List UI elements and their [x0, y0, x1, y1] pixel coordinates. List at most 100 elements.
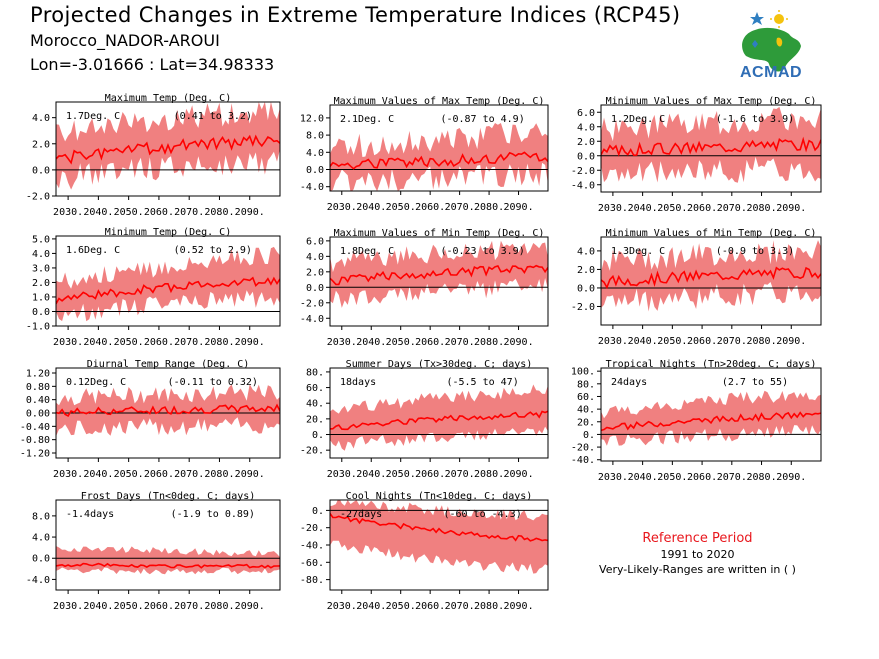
likely-range-band	[330, 500, 548, 574]
panel-title: Maximum Values of Min Temp (Deg. C)	[334, 228, 545, 239]
x-tick-label: 2060.	[687, 336, 717, 347]
likely-range: (2.7 to 55)	[722, 377, 788, 388]
change-value: 2.1Deg. C	[340, 114, 394, 125]
y-tick-label: 0.0	[577, 151, 595, 162]
y-tick-label: 3.0	[32, 263, 50, 274]
y-tick-label: 4.0	[577, 246, 595, 257]
y-tick-label: 2.0	[306, 267, 324, 278]
x-tick-label: 2060.	[144, 207, 174, 218]
x-tick-label: 2090.	[503, 601, 533, 612]
y-tick-label: 0.00	[26, 409, 50, 420]
y-tick-label: 20.	[577, 417, 595, 428]
x-tick-label: 2070.	[174, 207, 204, 218]
y-tick-label: 0.0	[32, 307, 50, 318]
y-tick-label: 2.0	[577, 265, 595, 276]
likely-range-band	[330, 123, 548, 191]
panel-title: Maximum Values of Max Temp (Deg. C)	[334, 96, 545, 107]
y-tick-label: 60.	[577, 392, 595, 403]
likely-range-band	[601, 390, 821, 446]
x-tick-label: 2030.	[53, 601, 83, 612]
panel-3: -4.0 -2.0 0.0 2.0 4.0 6.0 2030. 2040. 2050. 2060.…	[571, 96, 822, 214]
x-tick-label: 2090.	[776, 203, 806, 214]
change-value: -1.4days	[66, 509, 114, 520]
panel-title: Minimum Values of Max Temp (Deg. C)	[606, 96, 817, 107]
y-tick-label: 0.0	[306, 283, 324, 294]
median-line	[601, 136, 821, 157]
panel-5: -4.0 -2.0 0.0 2.0 4.0 6.0 2030. 2040. 2050. 2060.…	[300, 228, 549, 348]
x-tick-label: 2050.	[386, 601, 416, 612]
likely-range: (-0.9 to 3.3)	[716, 246, 794, 257]
africa-map-logo-icon	[742, 10, 801, 72]
x-tick-label: 2050.	[386, 202, 416, 213]
plot-frame	[55, 235, 281, 327]
y-tick-label: -4.0	[300, 314, 324, 325]
x-tick-label: 2060.	[415, 469, 445, 480]
y-tick-label: 20.	[306, 414, 324, 425]
median-line	[330, 410, 548, 431]
x-tick-label: 2070.	[717, 203, 747, 214]
x-tick-label: 2030.	[327, 337, 357, 348]
plot-frame	[55, 101, 281, 197]
x-tick-label: 2040.	[356, 469, 386, 480]
x-tick-label: 2030.	[327, 202, 357, 213]
y-tick-label: 4.0	[306, 252, 324, 263]
acmad-logo-text: ACMAD	[740, 64, 803, 81]
x-tick-label: 2080.	[746, 472, 776, 483]
median-line	[56, 276, 280, 305]
plot-frame	[600, 236, 822, 326]
x-tick-label: 2050.	[657, 203, 687, 214]
change-value: 18days	[340, 377, 376, 388]
plot-frame	[329, 104, 549, 192]
x-tick-label: 2080.	[204, 469, 234, 480]
x-tick-label: 2040.	[628, 336, 658, 347]
x-tick-label: 2060.	[144, 469, 174, 480]
y-tick-label: 0.0	[577, 283, 595, 294]
panel-8: -20.0.20.40.60.80.2030. 2040. 2050. 2060. 20…	[300, 359, 549, 480]
y-tick-label: 4.0	[306, 148, 324, 159]
likely-range-band	[601, 240, 821, 312]
y-tick-label: -60.	[300, 558, 324, 569]
median-line	[330, 151, 548, 170]
likely-range: (-0.87 to 4.9)	[440, 114, 524, 125]
panel-title: Summer Days (Tx>30deg. C; days)	[346, 359, 533, 370]
x-tick-label: 2060.	[144, 337, 174, 348]
x-tick-label: 2060.	[687, 472, 717, 483]
y-tick-label: -4.0	[26, 575, 50, 586]
x-tick-label: 2040.	[83, 469, 113, 480]
change-value: 1.2Deg. C	[611, 114, 665, 125]
likely-range: (-0.23 to 3.9)	[440, 246, 524, 257]
x-tick-label: 2060.	[415, 601, 445, 612]
change-value: 1.6Deg. C	[66, 245, 120, 256]
x-tick-label: 2040.	[356, 337, 386, 348]
y-tick-label: 0.	[312, 430, 324, 441]
y-tick-label: 1.20	[26, 369, 50, 380]
panel-4: -1.0 0.0 1.0 2.0 3.0 4.0 5.0 2030. 2040. 2050. 206…	[26, 227, 281, 348]
x-tick-label: 2070.	[717, 336, 747, 347]
x-tick-label: 2080.	[746, 336, 776, 347]
x-tick-label: 2040.	[356, 601, 386, 612]
x-tick-label: 2080.	[474, 337, 504, 348]
likely-range-band	[601, 106, 821, 183]
x-tick-label: 2080.	[746, 203, 776, 214]
x-tick-label: 2090.	[503, 469, 533, 480]
y-tick-label: -1.0	[26, 322, 50, 333]
y-tick-label: -20.	[300, 523, 324, 534]
panel-title: Minimum Temp (Deg. C)	[105, 227, 231, 238]
x-tick-label: 2090.	[503, 202, 533, 213]
x-tick-label: 2080.	[204, 207, 234, 218]
x-tick-label: 2050.	[114, 207, 144, 218]
y-tick-label: -4.0	[571, 180, 595, 191]
likely-range: (-1.6 to 3.9)	[716, 114, 794, 125]
y-tick-label: -40.	[571, 455, 595, 466]
y-tick-label: 1.0	[32, 292, 50, 303]
y-tick-label: 0.0	[32, 165, 50, 176]
y-tick-label: -2.0	[300, 298, 324, 309]
median-line	[56, 403, 280, 417]
likely-range: (-0.11 to 0.32)	[168, 377, 258, 388]
y-tick-label: 8.0	[306, 131, 324, 142]
acmad-logo: ACMAD	[737, 8, 817, 83]
x-tick-label: 2030.	[327, 601, 357, 612]
page-title: Projected Changes in Extreme Temperature…	[30, 3, 681, 27]
y-tick-label: 4.0	[577, 122, 595, 133]
